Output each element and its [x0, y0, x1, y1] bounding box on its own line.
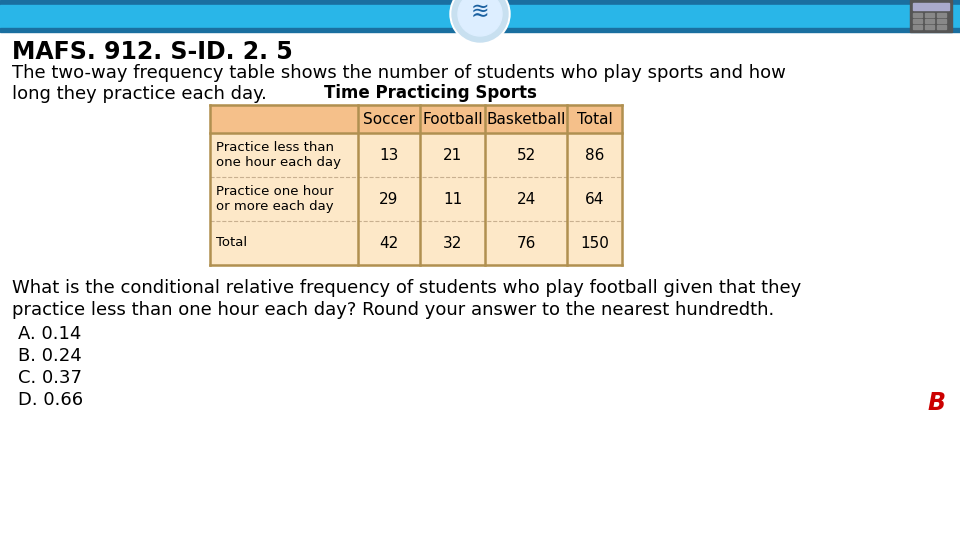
Text: What is the conditional relative frequency of students who play football given t: What is the conditional relative frequen… [12, 279, 802, 297]
Text: 76: 76 [516, 235, 536, 251]
Text: Football: Football [422, 111, 483, 126]
Circle shape [450, 0, 510, 44]
Bar [210, 105, 622, 133]
Text: 13: 13 [379, 147, 398, 163]
Text: 29: 29 [379, 192, 398, 206]
Text: C. 0.37: C. 0.37 [18, 369, 82, 387]
Bar [910, 0, 952, 32]
Bar [210, 177, 622, 221]
Bar [925, 25, 934, 29]
Circle shape [458, 0, 502, 36]
Text: 24: 24 [516, 192, 536, 206]
Text: 150: 150 [580, 235, 609, 251]
Text: long they practice each day.: long they practice each day. [12, 85, 267, 103]
Bar [913, 25, 922, 29]
Text: The two-way frequency table shows the number of students who play sports and how: The two-way frequency table shows the nu… [12, 64, 786, 82]
Text: Total: Total [577, 111, 612, 126]
Circle shape [452, 0, 508, 42]
Text: 32: 32 [443, 235, 462, 251]
Bar [0, 28, 960, 32]
Bar [937, 25, 946, 29]
Text: 42: 42 [379, 235, 398, 251]
Bar [913, 13, 922, 17]
Bar [0, 5, 960, 28]
Text: Basketball: Basketball [487, 111, 565, 126]
Bar [937, 19, 946, 23]
Text: 21: 21 [443, 147, 462, 163]
Text: B: B [927, 391, 945, 415]
Text: Total: Total [216, 237, 247, 249]
Text: B. 0.24: B. 0.24 [18, 347, 82, 365]
Text: 52: 52 [516, 147, 536, 163]
Text: Practice one hour
or more each day: Practice one hour or more each day [216, 185, 334, 213]
Text: Practice less than
one hour each day: Practice less than one hour each day [216, 141, 341, 169]
Bar [210, 221, 622, 265]
Bar [913, 19, 922, 23]
Text: 64: 64 [585, 192, 604, 206]
Bar [210, 133, 622, 177]
Text: 11: 11 [443, 192, 462, 206]
Text: D. 0.66: D. 0.66 [18, 391, 84, 409]
Text: A. 0.14: A. 0.14 [18, 325, 82, 343]
Bar [0, 0, 960, 5]
Text: MAFS. 912. S-ID. 2. 5: MAFS. 912. S-ID. 2. 5 [12, 40, 293, 64]
Text: ≋: ≋ [470, 2, 490, 22]
Text: 86: 86 [585, 147, 604, 163]
Bar [925, 13, 934, 17]
Text: practice less than one hour each day? Round your answer to the nearest hundredth: practice less than one hour each day? Ro… [12, 301, 775, 319]
Bar [925, 19, 934, 23]
Bar [937, 13, 946, 17]
Text: Time Practicing Sports: Time Practicing Sports [324, 84, 537, 102]
Text: Soccer: Soccer [363, 111, 415, 126]
Bar [913, 3, 949, 10]
